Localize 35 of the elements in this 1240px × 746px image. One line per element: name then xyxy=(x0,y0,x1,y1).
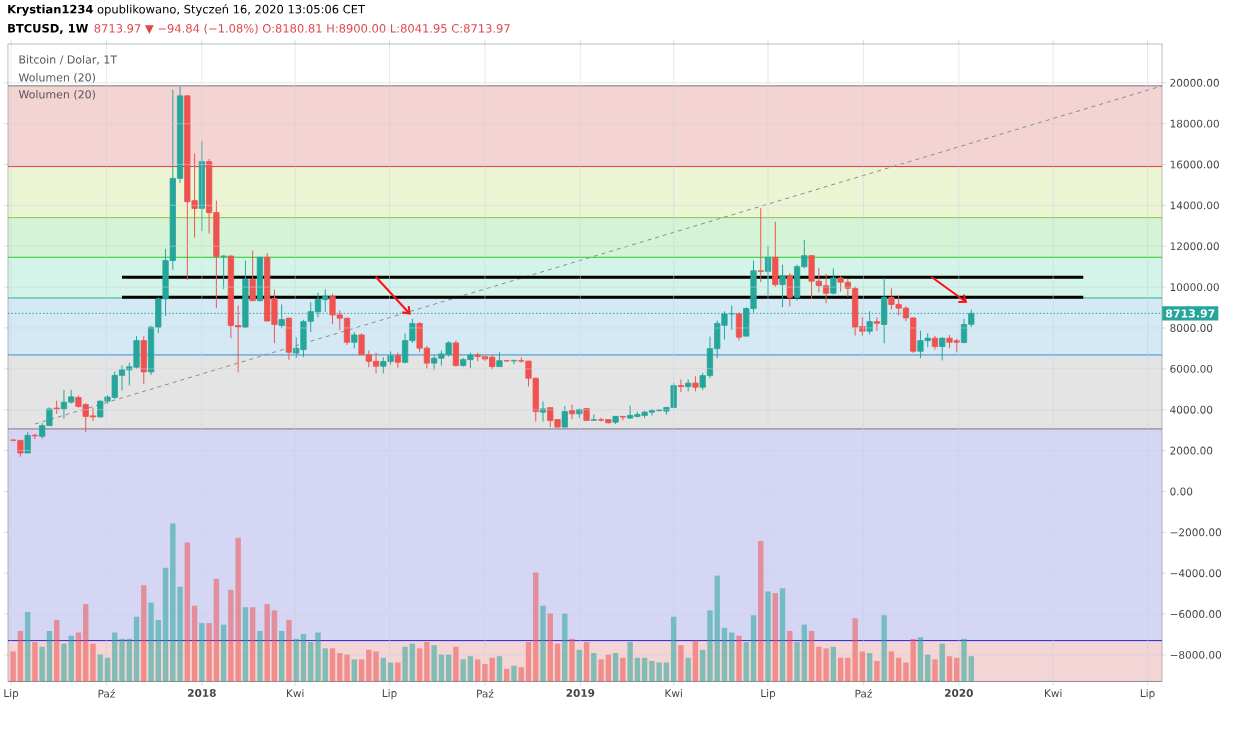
y-tick-label: 2000.00 xyxy=(1170,446,1213,455)
x-tick-label: Lip xyxy=(761,688,776,699)
x-tick-label: Kwi xyxy=(287,688,304,697)
x-tick-label: Lip xyxy=(4,688,19,699)
y-tick-label: 6000.00 xyxy=(1170,364,1213,373)
text: Bitcoin / Dolar, 1T xyxy=(19,54,118,65)
y-tick-label: −6000.00 xyxy=(1170,609,1222,618)
y-tick-label: −8000.00 xyxy=(1170,650,1222,659)
x-tick-label: 2018 xyxy=(188,688,216,697)
y-tick-label: 16000.00 xyxy=(1170,160,1219,169)
x-tick-label: Lip xyxy=(382,688,397,699)
x-tick-label: Paź xyxy=(98,688,115,698)
annotation: Wolumen (20) xyxy=(18,72,95,83)
x-tick-label: 2019 xyxy=(566,688,595,697)
x-tick-label: 2020 xyxy=(945,688,973,697)
y-tick-label: −4000.00 xyxy=(1170,569,1222,577)
x-tick-label: Lip xyxy=(1140,688,1155,699)
y-tick-label: 4000.00 xyxy=(1170,405,1213,414)
y-tick-label: 18000.00 xyxy=(1170,119,1219,128)
x-tick-label: Paź xyxy=(855,688,872,698)
text: Krystian1234 opublikowano, Styczeń 16, 2020 13:05:06 CET xyxy=(8,3,366,16)
y-tick-label: 8000.00 xyxy=(1170,323,1213,332)
x-tick-label: Kwi xyxy=(1045,688,1062,697)
y-tick-label: 10000.00 xyxy=(1170,282,1219,291)
y-tick-label: −2000.00 xyxy=(1170,528,1222,537)
x-tick-label: Paź xyxy=(477,688,494,698)
y-tick-label: 0.00 xyxy=(1170,487,1193,496)
x-tick-label: Kwi xyxy=(665,688,682,697)
annotation: Wolumen (20) xyxy=(18,89,95,100)
ref-line-label: 8713.97 xyxy=(1165,309,1215,318)
text: BTCUSD, 1W xyxy=(8,23,88,34)
y-tick-label: 20000.00 xyxy=(1170,78,1219,87)
y-tick-label: 14000.00 xyxy=(1170,201,1219,210)
text: 8713.97 ▼ −94.84 (−1.08%) O:8180.81 H:8900.00 L:8041.95 C:8713.97 xyxy=(94,23,510,34)
y-tick-label: 12000.00 xyxy=(1170,242,1219,250)
